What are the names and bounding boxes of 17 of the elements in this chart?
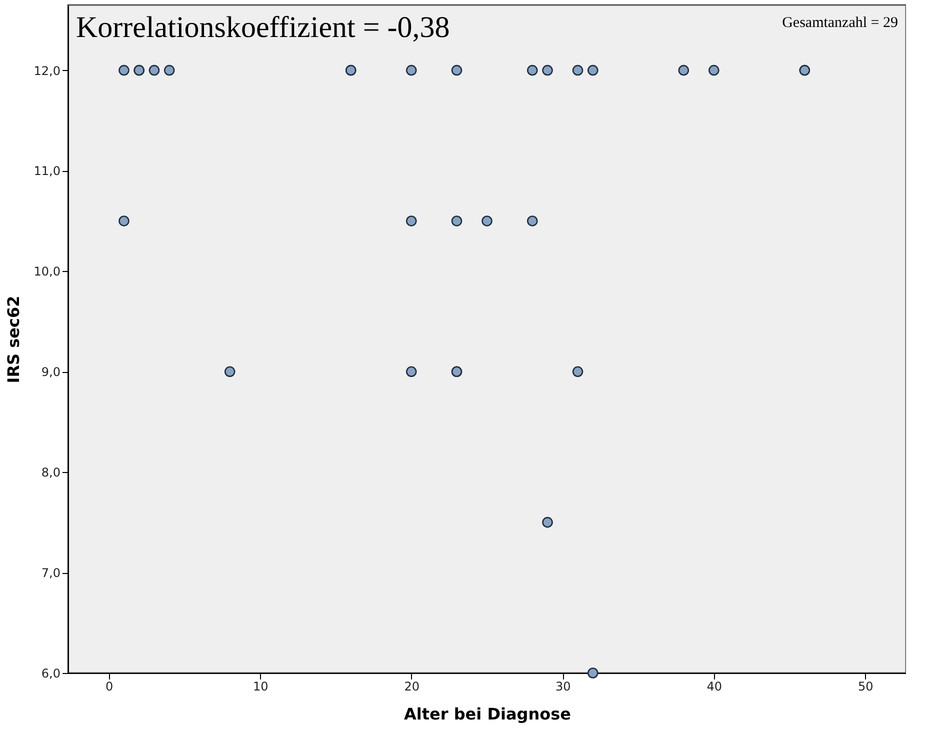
y-tick-label: 12,0	[34, 64, 60, 78]
y-tick-label: 11,0	[34, 164, 60, 178]
x-tick-label: 50	[858, 680, 874, 694]
annotation: Korrelationskoeffizient = -0,38	[76, 11, 450, 44]
y-tick-label: 9,0	[41, 365, 60, 380]
annotation: Gesamtanzahl = 29	[782, 15, 898, 31]
y-tick-label: 10,0	[34, 264, 60, 279]
x-tick-label: 20	[404, 680, 420, 694]
y-tick-label: 6,0	[41, 666, 60, 680]
x-tick-label: 0	[106, 680, 114, 694]
x-tick-label: 10	[252, 680, 268, 694]
y-tick-label: 7,0	[41, 566, 60, 580]
y-tick-label: 8,0	[41, 466, 60, 480]
x-tick-label: 40	[706, 680, 722, 694]
y-axis-title: IRS sec62	[4, 296, 23, 384]
x-tick-label: 30	[555, 680, 571, 694]
x-axis-title: Alter bei Diagnose	[404, 704, 572, 724]
